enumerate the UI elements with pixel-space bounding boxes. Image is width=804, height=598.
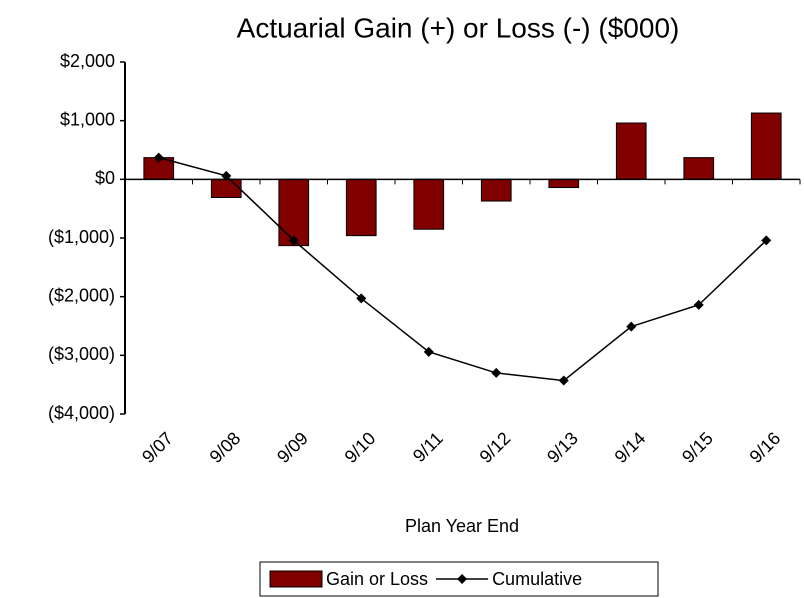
y-tick-label: ($1,000): [48, 227, 115, 247]
bar: [345, 178, 377, 237]
marker: [221, 170, 232, 181]
x-tick-label: 9/15: [678, 428, 717, 467]
legend-label: Cumulative: [492, 569, 582, 589]
bar: [278, 178, 310, 247]
legend: Gain or Loss Cumulative: [259, 561, 659, 597]
marker: [761, 235, 772, 246]
x-tick-label: 9/12: [476, 428, 515, 467]
marker: [558, 375, 569, 386]
legend-label: Gain or Loss: [326, 569, 428, 589]
x-tick-label: 9/09: [273, 428, 312, 467]
x-tick-label: 9/08: [206, 428, 245, 467]
bar: [683, 157, 715, 180]
bar: [413, 178, 445, 230]
y-tick-label: $0: [95, 168, 115, 188]
marker: [356, 293, 367, 304]
line: [158, 156, 767, 382]
y-tick-label: ($3,000): [48, 344, 115, 364]
marker: [626, 321, 637, 332]
bar: [615, 122, 647, 180]
y-tick-label: $2,000: [60, 51, 115, 71]
y-tick-label: ($4,000): [48, 403, 115, 423]
x-tick-label: 9/10: [341, 428, 380, 467]
chart-title: Actuarial Gain (+) or Loss (-) ($000): [237, 12, 680, 43]
y-tick-label: $1,000: [60, 109, 115, 129]
bar: [750, 112, 782, 180]
marker: [693, 299, 704, 310]
x-tick-label: 9/07: [138, 428, 177, 467]
x-tick-label: 9/11: [409, 428, 447, 466]
bar: [210, 178, 242, 199]
marker: [153, 152, 164, 163]
x-axis-title: Plan Year End: [405, 516, 519, 536]
marker: [491, 367, 502, 378]
bar: [548, 178, 580, 189]
bar: [480, 178, 512, 202]
legend-swatch: [269, 570, 323, 588]
legend-marker: [457, 574, 468, 584]
marker: [288, 235, 299, 246]
y-tick-label: ($2,000): [48, 285, 115, 305]
x-tick-label: 9/16: [746, 428, 785, 467]
x-tick-label: 9/14: [611, 428, 650, 467]
marker: [423, 346, 434, 357]
x-tick-label: 9/13: [543, 428, 582, 467]
